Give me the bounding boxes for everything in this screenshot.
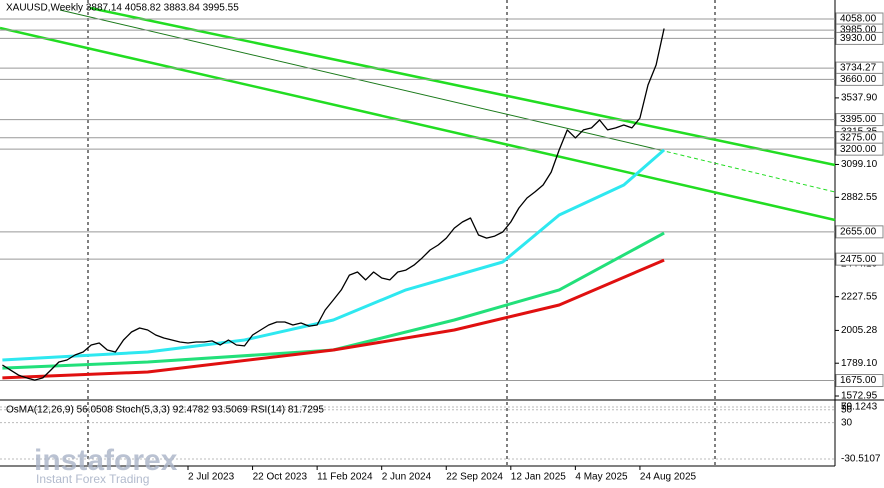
trend-line: [0, 26, 836, 222]
y-tick-label: 1789.10: [841, 358, 878, 369]
level-box: [835, 252, 884, 266]
y-tick-label: 2882.55: [841, 192, 878, 203]
level-box: [835, 72, 884, 86]
y-tick-label: 3537.90: [841, 93, 878, 104]
x-tick-label: 2 Jul 2023: [188, 472, 235, 483]
chart-title: XAUUSD,Weekly 3887.14 4058.82 3883.84 39…: [6, 3, 239, 14]
level-label: 3930.00: [840, 33, 877, 44]
trend-line: [659, 149, 836, 193]
level-box: [835, 142, 884, 156]
level-label: 4058.00: [840, 14, 877, 25]
indicator-tick-label: -30.5107: [841, 454, 881, 465]
y-tick-label: 2227.55: [841, 291, 878, 302]
indicator-label: OsMA(12,26,9) 56.0508 Stoch(5,3,3) 92.47…: [6, 405, 324, 416]
level-label: 3660.00: [840, 74, 877, 85]
x-tick-label: 22 Sep 2024: [446, 472, 503, 483]
y-tick-label: 3099.10: [841, 159, 878, 170]
trend-line: [59, 9, 661, 151]
price-line: [2, 28, 665, 381]
level-label: 3734.27: [840, 63, 877, 74]
x-tick-label: 12 Jan 2025: [511, 472, 566, 483]
level-box: [835, 31, 884, 45]
moving-average: [2, 231, 665, 370]
y-tick-label: 2005.28: [841, 325, 878, 336]
indicator-tick-label: 30: [841, 417, 853, 428]
y-tick-label: 1572.95: [841, 391, 878, 402]
level-label: 3985.00: [840, 25, 877, 36]
x-tick-label: 4 May 2025: [575, 472, 628, 483]
level-box: [835, 225, 884, 239]
level-label: 2475.00: [840, 254, 877, 265]
level-label: 3395.00: [840, 114, 877, 125]
level-label: 2655.00: [840, 226, 877, 237]
watermark-subtitle: Instant Forex Trading: [36, 472, 149, 486]
level-label: 1675.00: [840, 375, 877, 386]
trend-line: [89, 6, 836, 167]
watermark: instaforex: [34, 444, 178, 477]
level-label: 3200.00: [840, 144, 877, 155]
indicator-tick-label: 59.1243: [841, 402, 878, 413]
x-tick-label: 24 Aug 2025: [640, 472, 697, 483]
indicator-tick-label: 70: [841, 402, 853, 413]
x-tick-label: 11 Feb 2024: [317, 472, 373, 483]
level-label: 3275.00: [840, 132, 877, 143]
level-box: [835, 374, 884, 388]
main-pane: 3537.903315.353099.102882.552444.102227.…: [0, 12, 884, 483]
x-tick-label: 22 Oct 2023: [253, 472, 308, 483]
moving-average: [2, 258, 665, 380]
level-box: [835, 113, 884, 127]
moving-average: [2, 148, 666, 362]
x-tick-label: 2 Jun 2024: [382, 472, 432, 483]
indicator-tick-label: 50: [841, 404, 853, 415]
